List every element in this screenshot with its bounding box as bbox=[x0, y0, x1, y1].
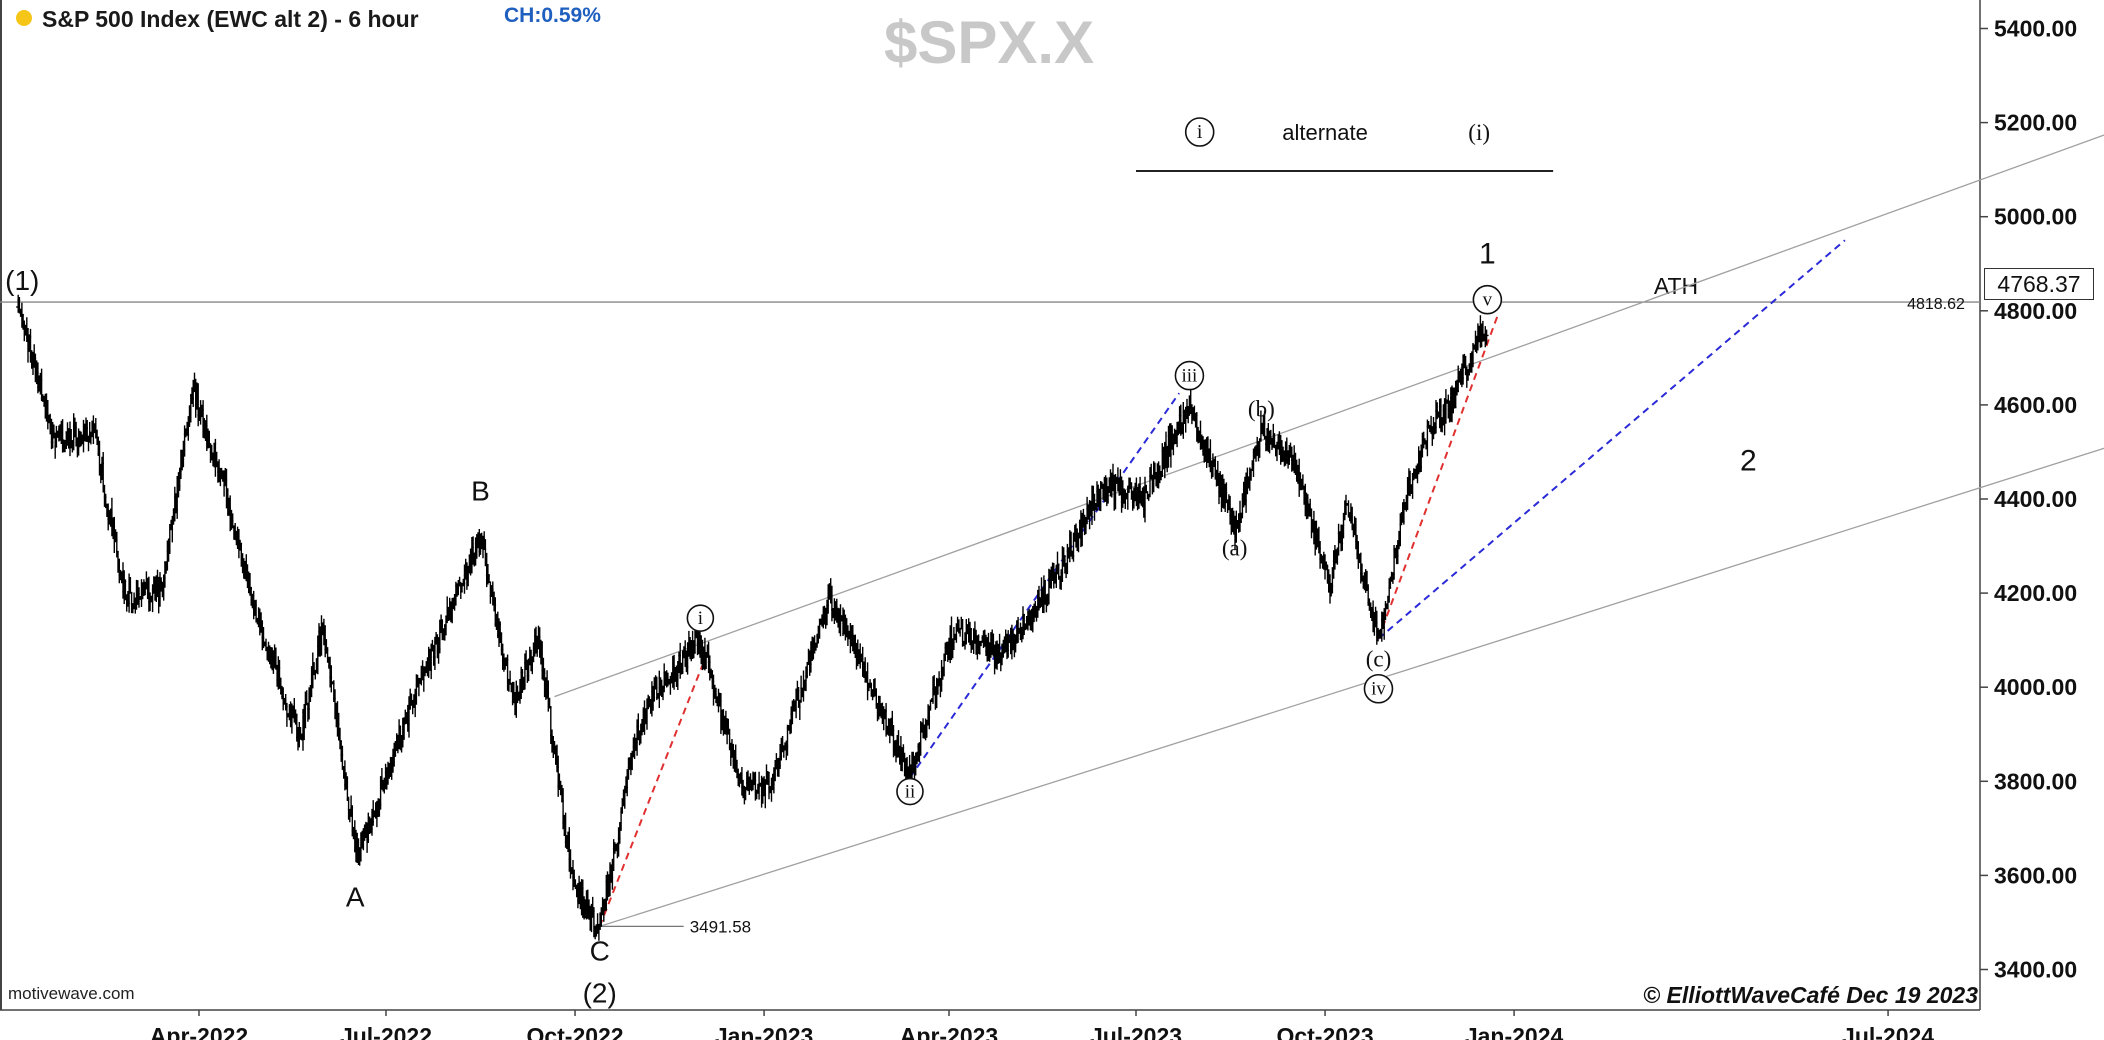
status-dot bbox=[16, 10, 32, 26]
x-tick-label: Jul-2024 bbox=[1842, 1023, 1934, 1040]
wave-label-C: C bbox=[590, 935, 610, 966]
wave-label-minute-i: i bbox=[698, 608, 703, 629]
channel-upper-line bbox=[554, 134, 2104, 698]
wave-label-minuette-c: (c) bbox=[1366, 647, 1392, 672]
alt-text-label: alternate bbox=[1282, 120, 1368, 145]
alt-circled-i-circle bbox=[1184, 117, 1215, 147]
copyright-text: © ElliottWaveCafé Dec 19 2023 bbox=[1643, 982, 1978, 1008]
price-bars[interactable] bbox=[16, 294, 1489, 941]
x-tick-label: Jul-2023 bbox=[1090, 1023, 1182, 1040]
y-tick-label: 5200.00 bbox=[1994, 110, 2077, 136]
ath-label: ATH bbox=[1654, 273, 1698, 299]
wave-circle-minute-ii bbox=[896, 777, 924, 806]
y-tick-label: 5400.00 bbox=[1994, 16, 2077, 42]
chart-title: S&P 500 Index (EWC alt 2) - 6 hour bbox=[42, 6, 419, 32]
blue-trend-line-1 bbox=[1377, 239, 1846, 640]
wave-label-wave-1: 1 bbox=[1479, 238, 1496, 271]
last-price-label: 4768.37 bbox=[1997, 270, 2081, 297]
wave-label-B: B bbox=[471, 476, 490, 507]
x-tick-label: Apr-2023 bbox=[900, 1023, 998, 1040]
wave-label-wave-1-of-higher: (1) bbox=[5, 265, 39, 296]
x-tick-label: Oct-2022 bbox=[526, 1023, 623, 1040]
wave-label-minute-iv: iv bbox=[1371, 679, 1386, 700]
y-tick-label: 4000.00 bbox=[1994, 674, 2077, 700]
motivewave-watermark: motivewave.com bbox=[8, 984, 135, 1003]
wave-label-minute-ii: ii bbox=[905, 782, 916, 803]
y-tick-label: 3800.00 bbox=[1994, 768, 2077, 794]
low-marker-label: 3491.58 bbox=[690, 917, 751, 936]
wave-circle-minute-iii bbox=[1174, 360, 1205, 391]
y-tick-label: 4600.00 bbox=[1994, 392, 2077, 418]
x-tick-label: Jul-2022 bbox=[340, 1023, 432, 1040]
red-trend-line-2 bbox=[1377, 315, 1499, 640]
wave-circle-minute-v bbox=[1472, 284, 1503, 315]
wave-circle-minute-iv bbox=[1363, 673, 1394, 704]
ath-value-label: 4818.62 bbox=[1907, 296, 1965, 313]
wave-label-minuette-b: (b) bbox=[1248, 397, 1275, 422]
x-tick-label: Jan-2024 bbox=[1465, 1023, 1564, 1040]
y-tick-label: 4800.00 bbox=[1994, 298, 2077, 324]
last-price-box: 4768.37 bbox=[1984, 268, 2094, 300]
symbol-watermark: $SPX.X bbox=[884, 9, 1095, 76]
channel-lower-line bbox=[599, 447, 2104, 928]
x-tick-label: Apr-2022 bbox=[150, 1023, 248, 1040]
wave-label-wave-2: 2 bbox=[1740, 444, 1757, 477]
wave-label-minute-iii: iii bbox=[1182, 366, 1198, 387]
y-tick-label: 3600.00 bbox=[1994, 862, 2077, 888]
y-tick-label: 3400.00 bbox=[1994, 957, 2077, 983]
red-trend-line-1 bbox=[598, 649, 710, 927]
wave-label-A: A bbox=[346, 882, 365, 913]
wave-label-wave-2-of-higher: (2) bbox=[583, 977, 617, 1008]
y-tick-label: 4400.00 bbox=[1994, 486, 2077, 512]
x-tick-label: Oct-2023 bbox=[1276, 1023, 1373, 1040]
wave-label-minuette-a: (a) bbox=[1222, 536, 1248, 561]
wave-circle-minute-i bbox=[686, 604, 715, 632]
alt-circled-i-label: i bbox=[1197, 121, 1203, 143]
alt-paren-i-label: (i) bbox=[1468, 120, 1490, 145]
change-percent: CH:0.59% bbox=[504, 4, 601, 27]
y-tick-label: 5000.00 bbox=[1994, 204, 2077, 230]
x-tick-label: Jan-2023 bbox=[715, 1023, 813, 1040]
y-tick-label: 4200.00 bbox=[1994, 580, 2077, 606]
wave-label-minute-v: v bbox=[1483, 290, 1493, 311]
